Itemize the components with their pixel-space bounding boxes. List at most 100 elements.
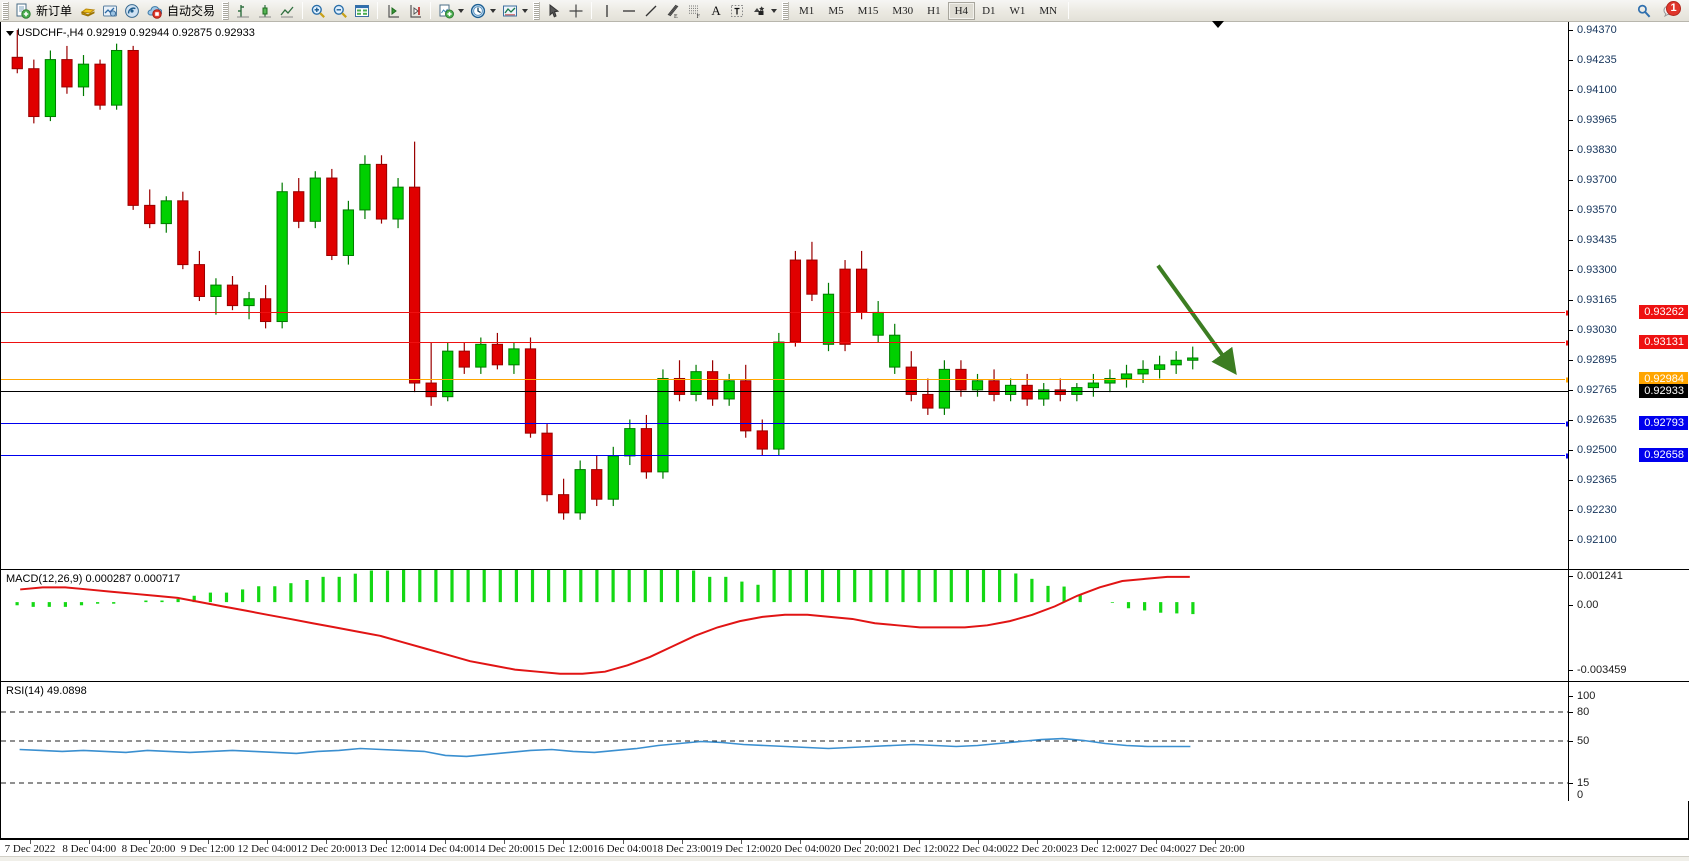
- price-axis-tick: [1569, 360, 1573, 361]
- timeframe-mn[interactable]: MN: [1039, 5, 1058, 17]
- signals-button[interactable]: [121, 1, 143, 21]
- symbol-dropdown-caret[interactable]: [6, 31, 14, 36]
- rsi-title: RSI(14) 49.0898: [6, 685, 87, 697]
- crosshair-tool-button[interactable]: [565, 1, 587, 21]
- autotrading-button[interactable]: 自动交易: [143, 1, 220, 21]
- time-axis-tick: [207, 840, 209, 844]
- vertical-line-tool-button[interactable]: [596, 1, 618, 21]
- price-tag-resistance-2: 0.93131: [1639, 335, 1688, 349]
- price-line-support-1[interactable]: [1, 420, 1568, 428]
- price-line-handle[interactable]: [1565, 452, 1568, 460]
- price-line-resistance-1[interactable]: [1, 309, 1568, 317]
- toolbar-separator-3: [430, 2, 432, 19]
- timeframe-d1[interactable]: D1: [982, 5, 996, 17]
- cursor-arrow-icon: [549, 3, 560, 17]
- shapes-tool-button[interactable]: [748, 1, 780, 21]
- time-axis-tick: [859, 840, 861, 844]
- macd-axis[interactable]: 0.001241 0.00 -0.003459: [1568, 570, 1689, 681]
- toolbar-grip[interactable]: [2, 1, 9, 20]
- time-axis-tick: [1215, 840, 1216, 844]
- period-select-button[interactable]: [467, 1, 499, 21]
- time-axis[interactable]: 7 Dec 2022 8 Dec 04:00 8 Dec 20:00 9 Dec 12…: [0, 839, 1689, 861]
- timeframe-m30[interactable]: M30: [892, 5, 914, 17]
- zoom-in-button[interactable]: [307, 1, 329, 21]
- candlestick-chart-button[interactable]: [254, 1, 276, 21]
- price-line-support-2[interactable]: [1, 452, 1568, 460]
- fibonacci-icon: F: [689, 5, 701, 19]
- rsi-pane[interactable]: RSI(14) 49.0898 100 80 50 15 0: [1, 682, 1689, 801]
- search-button[interactable]: [1633, 1, 1655, 21]
- zoom-out-button[interactable]: [329, 1, 351, 21]
- bars-chart-button[interactable]: [77, 1, 99, 21]
- rsi-axis[interactable]: 100 80 50 15 0: [1568, 682, 1689, 801]
- horizontal-line-tool-button[interactable]: [618, 1, 640, 21]
- equidistant-channel-tool-button[interactable]: E: [662, 1, 684, 21]
- price-plot-area[interactable]: [1, 22, 1568, 569]
- market-watch-icon: [103, 5, 118, 17]
- price-axis[interactable]: 0.94370 0.94235 0.94100 0.93965 0.93830 0.937…: [1568, 22, 1689, 569]
- price-pane[interactable]: USDCHF-,H4 0.92919 0.92944 0.92875 0.929…: [1, 22, 1689, 570]
- auto-scroll-button[interactable]: [404, 1, 426, 21]
- time-axis-tick: [978, 840, 979, 844]
- timeframe-m15[interactable]: M15: [857, 5, 879, 17]
- templates-dropdown-caret[interactable]: [522, 8, 529, 13]
- notifications-button[interactable]: 1: [1659, 0, 1681, 21]
- macd-title: MACD(12,26,9) 0.000287 0.000717: [6, 573, 181, 585]
- time-axis-label: 14 Dec 04:00: [415, 843, 475, 855]
- rsi-tick-50: 50: [1577, 735, 1590, 747]
- price-line-handle[interactable]: [1565, 339, 1568, 347]
- timeframe-m5[interactable]: M5: [828, 5, 844, 17]
- cursor-tool-button[interactable]: [543, 1, 565, 21]
- price-axis-label: 0.92895: [1577, 354, 1617, 366]
- text-tool-button[interactable]: A: [706, 1, 726, 21]
- chart-container[interactable]: USDCHF-,H4 0.92919 0.92944 0.92875 0.929…: [0, 21, 1689, 839]
- horizontal-line-icon: [623, 9, 636, 12]
- toolbar-grip-3[interactable]: [533, 1, 541, 20]
- indicator-dropdown-caret[interactable]: [458, 8, 465, 13]
- svg-text:E: E: [674, 14, 678, 19]
- add-indicator-button[interactable]: [435, 1, 467, 21]
- toolbar-grip-2[interactable]: [222, 1, 230, 20]
- time-axis-tick: [30, 840, 31, 844]
- price-axis-label: 0.92365: [1577, 474, 1617, 486]
- time-axis-tick: [504, 840, 505, 844]
- period-dropdown-caret[interactable]: [490, 8, 497, 13]
- chart-shift-button[interactable]: [382, 1, 404, 21]
- market-watch-button[interactable]: [99, 1, 121, 21]
- timeframe-h1[interactable]: H1: [927, 5, 941, 17]
- price-tag-support-1: 0.92793: [1639, 416, 1688, 430]
- time-axis-label: 22 Dec 20:00: [1007, 843, 1067, 855]
- trend-arrow-annotation[interactable]: [1, 22, 1568, 569]
- timeframe-w1[interactable]: W1: [1009, 5, 1026, 17]
- toolbar-grip-4[interactable]: [782, 1, 790, 20]
- new-order-button[interactable]: 新订单: [12, 1, 77, 21]
- fibonacci-tool-button[interactable]: F: [684, 1, 706, 21]
- price-line-handle[interactable]: [1565, 420, 1568, 428]
- shapes-dropdown-caret[interactable]: [771, 8, 778, 13]
- data-window-button[interactable]: [351, 1, 373, 21]
- price-line-handle[interactable]: [1565, 309, 1568, 317]
- rsi-plot-area[interactable]: [1, 682, 1568, 801]
- trendline-tool-button[interactable]: [640, 1, 662, 21]
- price-axis-tick: [1569, 210, 1573, 211]
- time-axis-label: 8 Dec 20:00: [121, 843, 176, 855]
- price-line-resistance-2[interactable]: [1, 339, 1568, 347]
- clock-icon: [470, 3, 486, 18]
- timeframe-h4[interactable]: H4: [947, 1, 976, 20]
- templates-button[interactable]: [499, 1, 531, 21]
- price-axis-tick: [1569, 300, 1573, 301]
- price-line-pivot[interactable]: [1, 376, 1568, 384]
- timeframe-m1[interactable]: M1: [799, 5, 815, 17]
- macd-pane[interactable]: MACD(12,26,9) 0.000287 0.000717 0.001241…: [1, 570, 1689, 682]
- text-label-tool-button[interactable]: [726, 1, 748, 21]
- macd-series: [15, 570, 1195, 675]
- price-line-handle[interactable]: [1565, 376, 1568, 384]
- macd-plot-area[interactable]: [1, 570, 1568, 681]
- line-chart-button[interactable]: [276, 1, 298, 21]
- toolbar-separator-1: [302, 2, 304, 19]
- time-axis-label: 7 Dec 2022: [4, 843, 56, 855]
- price-axis-tick: [1569, 330, 1573, 331]
- time-axis-tick: [1037, 840, 1039, 844]
- bar-chart-button[interactable]: [232, 1, 254, 21]
- status-bar: [0, 856, 1689, 861]
